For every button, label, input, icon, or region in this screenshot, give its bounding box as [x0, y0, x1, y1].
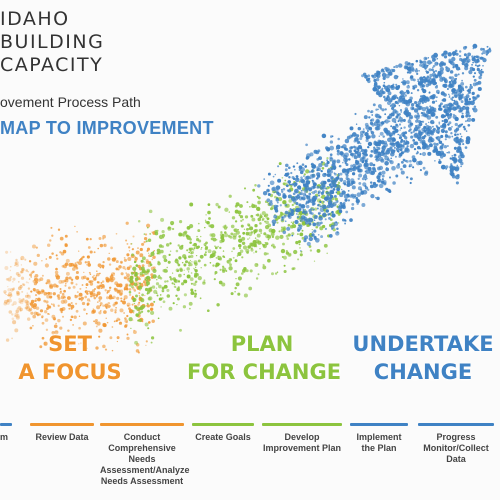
step-bar-6 [350, 423, 408, 426]
phase-line-1: PLAN [230, 332, 294, 356]
step-bar-1 [0, 423, 12, 426]
phase-plan-for-change: PLAN FOR CHANGE [187, 330, 342, 386]
step-label-progress-monitor: Progress Monitor/Collect Data [423, 432, 489, 464]
step-label-1: m [0, 432, 9, 442]
step-label-implement-plan: Implement the Plan [356, 432, 402, 453]
step-bar-2 [30, 423, 94, 426]
phase-line-2: FOR CHANGE [187, 360, 342, 384]
step-label-create-goals: Create Goals [195, 432, 251, 442]
page-subtitle: ovement Process Path [0, 94, 141, 110]
logo-line-3: CAPACITY [0, 54, 104, 76]
step-bar-3 [100, 423, 184, 426]
step-bar-4 [192, 423, 254, 426]
logo-line-2: BUILDING [0, 31, 105, 53]
step-label-develop-plan: Develop Improvement Plan [262, 432, 342, 453]
logo-line-1: IDAHO [0, 8, 70, 30]
step-bar-7 [418, 423, 494, 426]
phase-line-2: A FOCUS [18, 360, 122, 384]
page-title: MAP TO IMPROVEMENT [0, 118, 214, 138]
step-bar-5 [262, 423, 342, 426]
phase-line-1: SET [48, 332, 92, 356]
phase-line-1: UNDERTAKE [352, 332, 494, 356]
phase-undertake-change: UNDERTAKE CHANGE [348, 330, 498, 386]
phase-line-2: CHANGE [373, 360, 473, 384]
phase-set-a-focus: SET A FOCUS [10, 330, 130, 386]
step-label-needs-assessment: Conduct Comprehensive Needs Assessment/A… [100, 432, 190, 486]
step-label-review-data: Review Data [35, 432, 89, 442]
